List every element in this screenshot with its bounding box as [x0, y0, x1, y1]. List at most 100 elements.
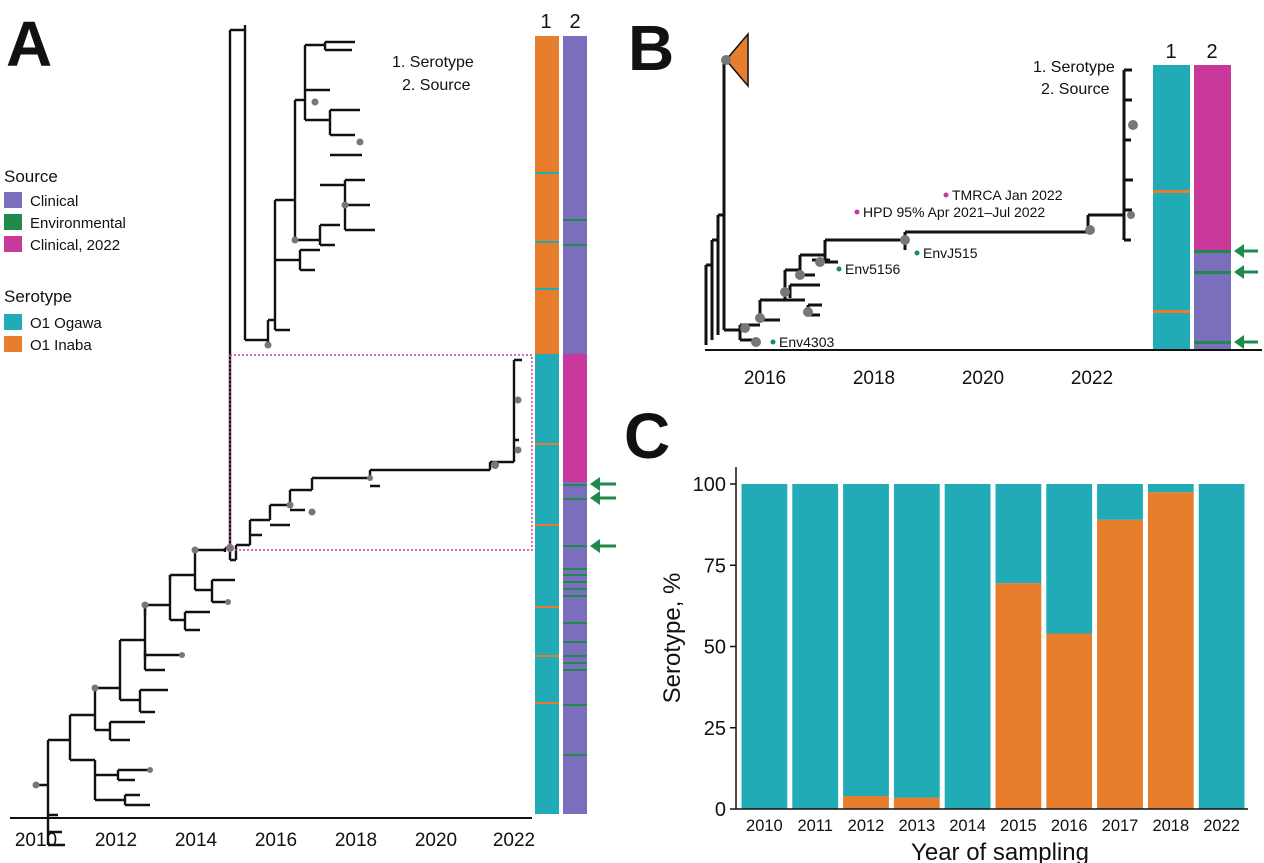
- node-circle: [815, 257, 825, 267]
- node-circle: [291, 236, 299, 244]
- bar-segment-2017-series-0: [1097, 519, 1143, 809]
- panel-c-x-tick-label: 2015: [1000, 817, 1037, 835]
- strip-line: [1153, 190, 1190, 193]
- strip-line: [535, 702, 559, 704]
- panel-b-tick-label: 2018: [853, 368, 895, 389]
- panel-b-tick-label: 2016: [744, 368, 786, 389]
- bar-segment-2011-series-1: [792, 484, 839, 809]
- panel-c-x-tick-label: 2012: [848, 817, 885, 835]
- annotation-dot: [770, 339, 776, 345]
- panel-c-y-ticks: 0 25 50 75 100: [693, 474, 736, 821]
- bar-segment-2016-series-1: [1046, 484, 1093, 634]
- panel-b-letter: B: [628, 12, 674, 84]
- bar-segment-2018-series-1: [1147, 484, 1194, 493]
- annotation-envj515: EnvJ515: [923, 245, 978, 261]
- panel-c-y-axis-title: Serotype, %: [659, 573, 686, 704]
- annotation-env4303: Env4303: [779, 334, 834, 350]
- strip-segment-ogawa: [535, 354, 559, 814]
- panel-a-tick-label: 2022: [493, 830, 535, 851]
- bar-segment-2016-series-0: [1046, 633, 1093, 809]
- tree-a-trunk: [36, 25, 355, 820]
- strip-line: [563, 662, 587, 664]
- strip-line: [535, 606, 559, 608]
- node-circle: [755, 313, 765, 323]
- node-circle: [311, 98, 319, 106]
- panel-c-letter: C: [624, 400, 670, 472]
- panel-a-tick-label: 2018: [335, 830, 377, 851]
- node-circle: [740, 323, 750, 333]
- panel-a-x-ticks: 2010 2012 2014 2016 2018 2020 2022: [15, 830, 535, 851]
- node-circle: [780, 287, 790, 297]
- node-circle: [900, 235, 910, 245]
- panel-b-annotations: TMRCA Jan 2022 HPD 95% Apr 2021–Jul 2022…: [770, 187, 1063, 350]
- strip-segment-clinical: [1194, 250, 1231, 350]
- bar-segment-2012-series-0: [843, 796, 889, 809]
- strip-line: [563, 641, 587, 643]
- node-circle: [179, 652, 185, 658]
- panel-c-x-tick-label: 2016: [1051, 817, 1088, 835]
- node-circle: [514, 446, 522, 454]
- panel-b-tick-label: 2020: [962, 368, 1004, 389]
- legend-label-inaba: O1 Inaba: [30, 337, 92, 354]
- legend: Source Clinical Environmental Clinical, …: [4, 167, 126, 354]
- arrow-icon: [590, 477, 616, 491]
- bar-segment-2013-series-1: [893, 484, 940, 798]
- node-circle: [225, 599, 231, 605]
- strip-line: [563, 244, 587, 246]
- node-circle: [1128, 120, 1138, 130]
- annotation-dot: [943, 192, 949, 198]
- collapsed-clade-triangle: [725, 31, 749, 89]
- strip-segment-ogawa: [1153, 65, 1190, 350]
- bar-segment-2014-series-1: [944, 484, 991, 809]
- bar-segment-2017-series-1: [1097, 484, 1143, 520]
- arrow-icon: [1234, 265, 1258, 279]
- panel-c-x-tick-label: 2018: [1152, 817, 1189, 835]
- bar-segment-2015-series-1: [995, 484, 1042, 584]
- node-circle: [341, 201, 349, 209]
- node-circle: [286, 501, 294, 509]
- node-circle: [91, 684, 99, 692]
- strip-line: [563, 581, 587, 583]
- panel-a-tick-label: 2020: [415, 830, 457, 851]
- strip-line: [563, 568, 587, 570]
- strip-line: [563, 754, 587, 756]
- node-circle: [191, 546, 199, 554]
- strip-line: [535, 655, 559, 657]
- strip-line: [563, 704, 587, 706]
- bar-segment-2015-series-0: [995, 583, 1042, 809]
- node-circle: [141, 601, 149, 609]
- node-circle: [514, 396, 522, 404]
- strip-segment-clinical: [563, 482, 587, 814]
- panel-a-tick-label: 2010: [15, 830, 57, 851]
- arrow-icon: [1234, 335, 1258, 349]
- strip-line: [563, 498, 587, 500]
- panel-a-letter: A: [6, 8, 52, 80]
- arrow-icon: [590, 539, 616, 553]
- panel-a-source-strip: [563, 36, 587, 814]
- bar-segment-2010-series-1: [741, 484, 788, 809]
- panel-c-x-tick-label: 2010: [746, 817, 783, 835]
- strip-line: [1194, 250, 1231, 253]
- panel-c-x-tick-label: 2011: [797, 817, 832, 835]
- panel-c-x-axis-title: Year of sampling: [911, 839, 1089, 863]
- node-circle: [367, 475, 373, 481]
- annotation-dot: [836, 266, 842, 272]
- tree-a-2022-lineage: [230, 358, 522, 562]
- strip-segment-clinical-2022: [563, 354, 587, 482]
- node-circle: [147, 767, 153, 773]
- panel-a-arrows: [590, 477, 616, 553]
- panel-a-tick-label: 2012: [95, 830, 137, 851]
- strip-line: [563, 655, 587, 657]
- legend-source-title: Source: [4, 167, 58, 186]
- node-circle: [721, 55, 731, 65]
- legend-swatch-clinical: [4, 192, 22, 208]
- node-circle: [308, 508, 316, 516]
- annotation-env5156: Env5156: [845, 261, 900, 277]
- panel-b-source-strip: [1194, 65, 1231, 350]
- panel-a-column-header-1: 1: [540, 11, 551, 33]
- strip-line: [535, 241, 559, 243]
- annotation-dot: [854, 209, 860, 215]
- strip-line: [535, 443, 559, 445]
